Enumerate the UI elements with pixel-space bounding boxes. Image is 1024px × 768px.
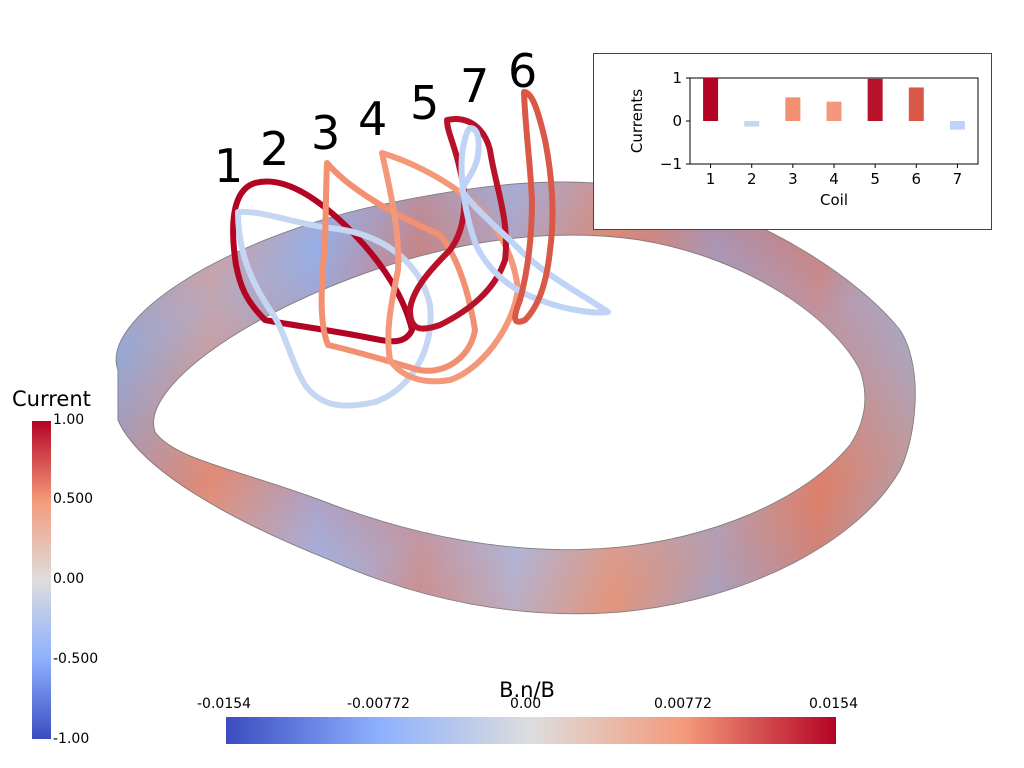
bn-tick-half: 0.00772 bbox=[654, 696, 712, 712]
current-tick-half: 0.500 bbox=[53, 491, 94, 507]
x-tick-label: 5 bbox=[870, 170, 880, 188]
x-tick-label: 2 bbox=[747, 170, 757, 188]
coil-label-7: 7 bbox=[460, 59, 490, 113]
current-tick-neg-half: -0.500 bbox=[53, 651, 99, 667]
x-tick-label: 7 bbox=[953, 170, 963, 188]
bn-colorbar bbox=[226, 717, 836, 744]
y-tick-label: 0 bbox=[672, 112, 682, 130]
current-colorbar-title: Current bbox=[12, 387, 91, 411]
bar-coil-6 bbox=[908, 87, 924, 121]
bar-coil-4 bbox=[826, 101, 842, 121]
current-tick-min: -1.00 bbox=[53, 731, 90, 747]
bar-coil-5 bbox=[867, 78, 883, 121]
coil-3 bbox=[318, 160, 478, 374]
currents-bar-chart-svg: 1 0 −1 1 2 3 4 5 6 7 Coil Currents bbox=[628, 69, 979, 209]
coil-7 bbox=[458, 125, 611, 316]
bn-colorbar-title: B.n/B bbox=[499, 678, 555, 702]
y-tick-label: −1 bbox=[660, 155, 682, 173]
currents-bar-chart: 1 0 −1 1 2 3 4 5 6 7 Coil Currents bbox=[593, 53, 992, 230]
bar-coil-1 bbox=[703, 78, 719, 121]
coil-label-3: 3 bbox=[311, 106, 341, 160]
x-tick-label: 4 bbox=[829, 170, 839, 188]
x-tick-label: 6 bbox=[912, 170, 922, 188]
coil-6 bbox=[512, 89, 556, 325]
bn-tick-zero: 0.00 bbox=[510, 696, 542, 712]
current-tick-zero: 0.00 bbox=[53, 571, 85, 587]
y-tick-label: 1 bbox=[672, 69, 682, 87]
bn-tick-min: -0.0154 bbox=[197, 696, 252, 712]
coil-label-2: 2 bbox=[260, 122, 290, 176]
coil-label-5: 5 bbox=[410, 76, 440, 130]
torus-outer-overlay bbox=[116, 181, 916, 614]
bar-coil-2 bbox=[744, 121, 760, 127]
x-axis-label: Coil bbox=[820, 191, 848, 209]
bn-tick-max: 0.0154 bbox=[809, 696, 858, 712]
bar-coil-7 bbox=[949, 121, 965, 130]
bn-tick-neg-half: -0.00772 bbox=[347, 696, 410, 712]
coil-2 bbox=[235, 208, 434, 409]
x-tick-label: 3 bbox=[788, 170, 798, 188]
y-axis-label: Currents bbox=[628, 89, 646, 153]
coil-label-4: 4 bbox=[358, 92, 388, 146]
current-colorbar bbox=[32, 421, 51, 739]
x-tick-label: 1 bbox=[706, 170, 716, 188]
coil-label-1: 1 bbox=[214, 139, 244, 193]
coils bbox=[230, 89, 611, 409]
bar-coil-3 bbox=[785, 97, 801, 121]
current-tick-max: 1.00 bbox=[53, 412, 85, 428]
coil-label-6: 6 bbox=[508, 44, 538, 98]
